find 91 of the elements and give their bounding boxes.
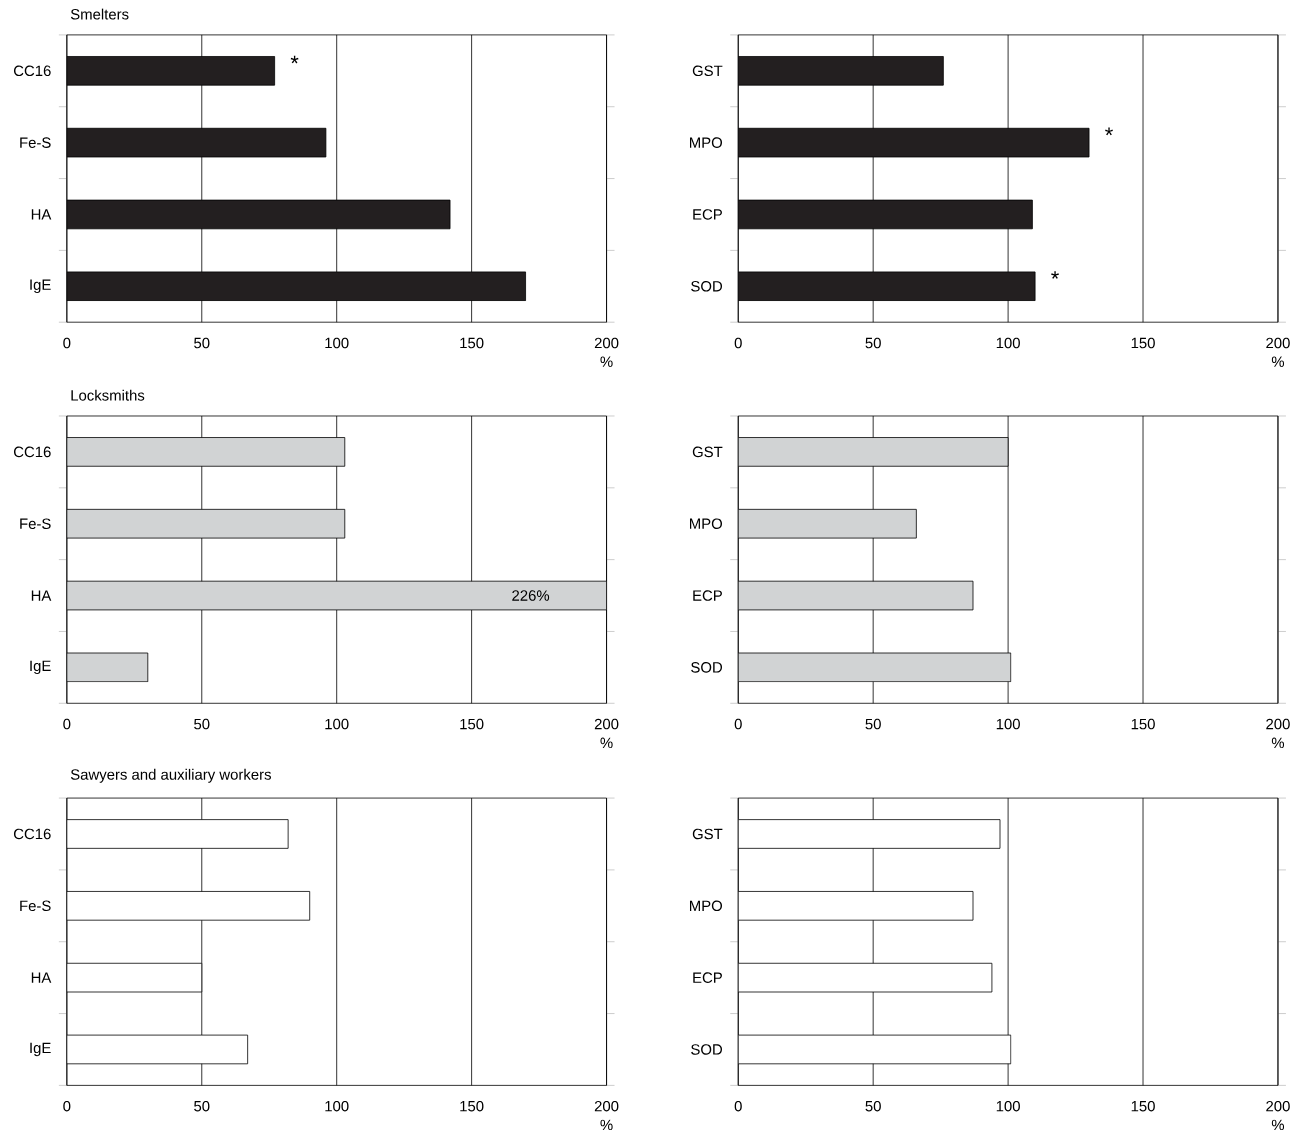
x-tick-label: 50	[865, 337, 881, 349]
bar	[738, 437, 1009, 467]
bar	[66, 199, 451, 230]
x-tick-label: 150	[460, 1100, 484, 1112]
y-tick-label: ECP	[693, 590, 722, 601]
x-tick-label: 200	[1266, 337, 1290, 349]
y-tick-label: Fe-S	[20, 137, 51, 148]
bar	[738, 580, 974, 611]
x-tick-label: 150	[460, 718, 484, 730]
x-tick-label: 150	[460, 337, 484, 349]
annotation: 226%	[512, 590, 550, 601]
y-tick-label: ECP	[693, 972, 722, 983]
bar	[66, 819, 289, 849]
y-tick-label: SOD	[691, 280, 723, 292]
bar	[738, 199, 1033, 230]
bar	[738, 962, 993, 993]
bar	[66, 127, 327, 158]
x-tick-label: 150	[1131, 718, 1155, 730]
bar	[738, 890, 974, 921]
x-tick-label: 200	[594, 1100, 619, 1112]
bar	[738, 1034, 1012, 1065]
x-tick-label: 150	[1131, 337, 1155, 349]
y-tick-label: MPO	[689, 900, 723, 911]
x-tick-label: 200	[594, 337, 619, 349]
x-tick-label: 0	[734, 1100, 742, 1112]
annotation: *	[290, 55, 299, 64]
bar	[66, 1034, 249, 1065]
bar	[738, 819, 1001, 849]
y-tick-label: GST	[692, 446, 723, 458]
x-axis-title: %	[1271, 1119, 1285, 1130]
y-tick-label: GST	[692, 828, 723, 840]
x-axis-title: %	[600, 356, 613, 367]
x-tick-label: 100	[325, 1100, 349, 1112]
x-axis-title: %	[600, 737, 613, 748]
y-tick-label: CC16	[13, 828, 51, 840]
x-axis-title: %	[1271, 356, 1285, 367]
x-tick-label: 50	[194, 337, 210, 349]
x-axis-title: %	[1271, 737, 1285, 748]
x-tick-label: 0	[734, 718, 742, 730]
bar	[738, 508, 917, 539]
x-tick-label: 50	[865, 1100, 881, 1112]
x-tick-label: 200	[1266, 718, 1290, 730]
x-tick-label: 100	[325, 718, 349, 730]
y-tick-label: IgE	[30, 660, 51, 674]
x-tick-label: 100	[325, 337, 349, 349]
y-tick-label: Fe-S	[20, 900, 51, 911]
y-tick-label: SOD	[691, 661, 723, 673]
y-tick-label: CC16	[13, 446, 51, 458]
x-tick-label: 50	[865, 718, 881, 730]
x-tick-label: 100	[996, 1100, 1020, 1112]
bar	[738, 55, 944, 86]
x-tick-label: 0	[63, 1100, 71, 1112]
chart-title: Sawyers and auxiliary workers	[70, 768, 271, 783]
x-tick-label: 0	[63, 337, 71, 349]
bar	[738, 652, 1012, 683]
y-tick-label: IgE	[30, 1042, 51, 1057]
y-tick-label: HA	[31, 590, 52, 601]
x-tick-label: 200	[594, 718, 619, 730]
annotation: *	[1051, 271, 1059, 279]
x-tick-label: 100	[996, 718, 1020, 730]
chart-title: Smelters	[70, 8, 129, 20]
bar	[738, 271, 1036, 301]
x-tick-label: 200	[1266, 1100, 1290, 1112]
bar	[66, 55, 276, 86]
bar	[66, 890, 311, 921]
x-tick-label: 50	[194, 1100, 210, 1112]
x-tick-label: 0	[63, 718, 71, 730]
bar	[66, 580, 607, 611]
y-tick-label: SOD	[691, 1044, 723, 1055]
x-tick-label: 100	[996, 337, 1020, 349]
chart-title: Locksmiths	[71, 389, 145, 401]
y-tick-label: HA	[31, 209, 52, 220]
y-tick-label: Fe-S	[20, 518, 51, 529]
y-tick-label: IgE	[30, 279, 51, 293]
bar	[66, 508, 346, 539]
bar	[66, 962, 203, 993]
x-tick-label: 0	[734, 337, 742, 349]
bar	[738, 127, 1090, 158]
y-tick-label: GST	[692, 65, 723, 76]
y-tick-label: CC16	[13, 65, 51, 76]
y-tick-label: HA	[31, 972, 52, 983]
bar	[66, 652, 149, 683]
y-tick-label: ECP	[693, 209, 722, 220]
x-tick-label: 50	[194, 718, 210, 730]
y-tick-label: MPO	[689, 137, 723, 148]
annotation: *	[1105, 127, 1113, 136]
bar	[66, 271, 526, 301]
x-axis-title: %	[600, 1119, 613, 1130]
x-tick-label: 150	[1131, 1100, 1155, 1112]
bar	[66, 437, 346, 467]
y-tick-label: MPO	[689, 518, 723, 529]
